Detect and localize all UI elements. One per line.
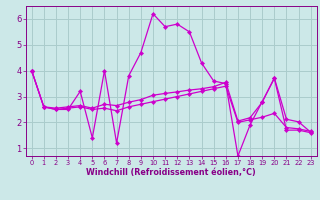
X-axis label: Windchill (Refroidissement éolien,°C): Windchill (Refroidissement éolien,°C): [86, 168, 256, 177]
